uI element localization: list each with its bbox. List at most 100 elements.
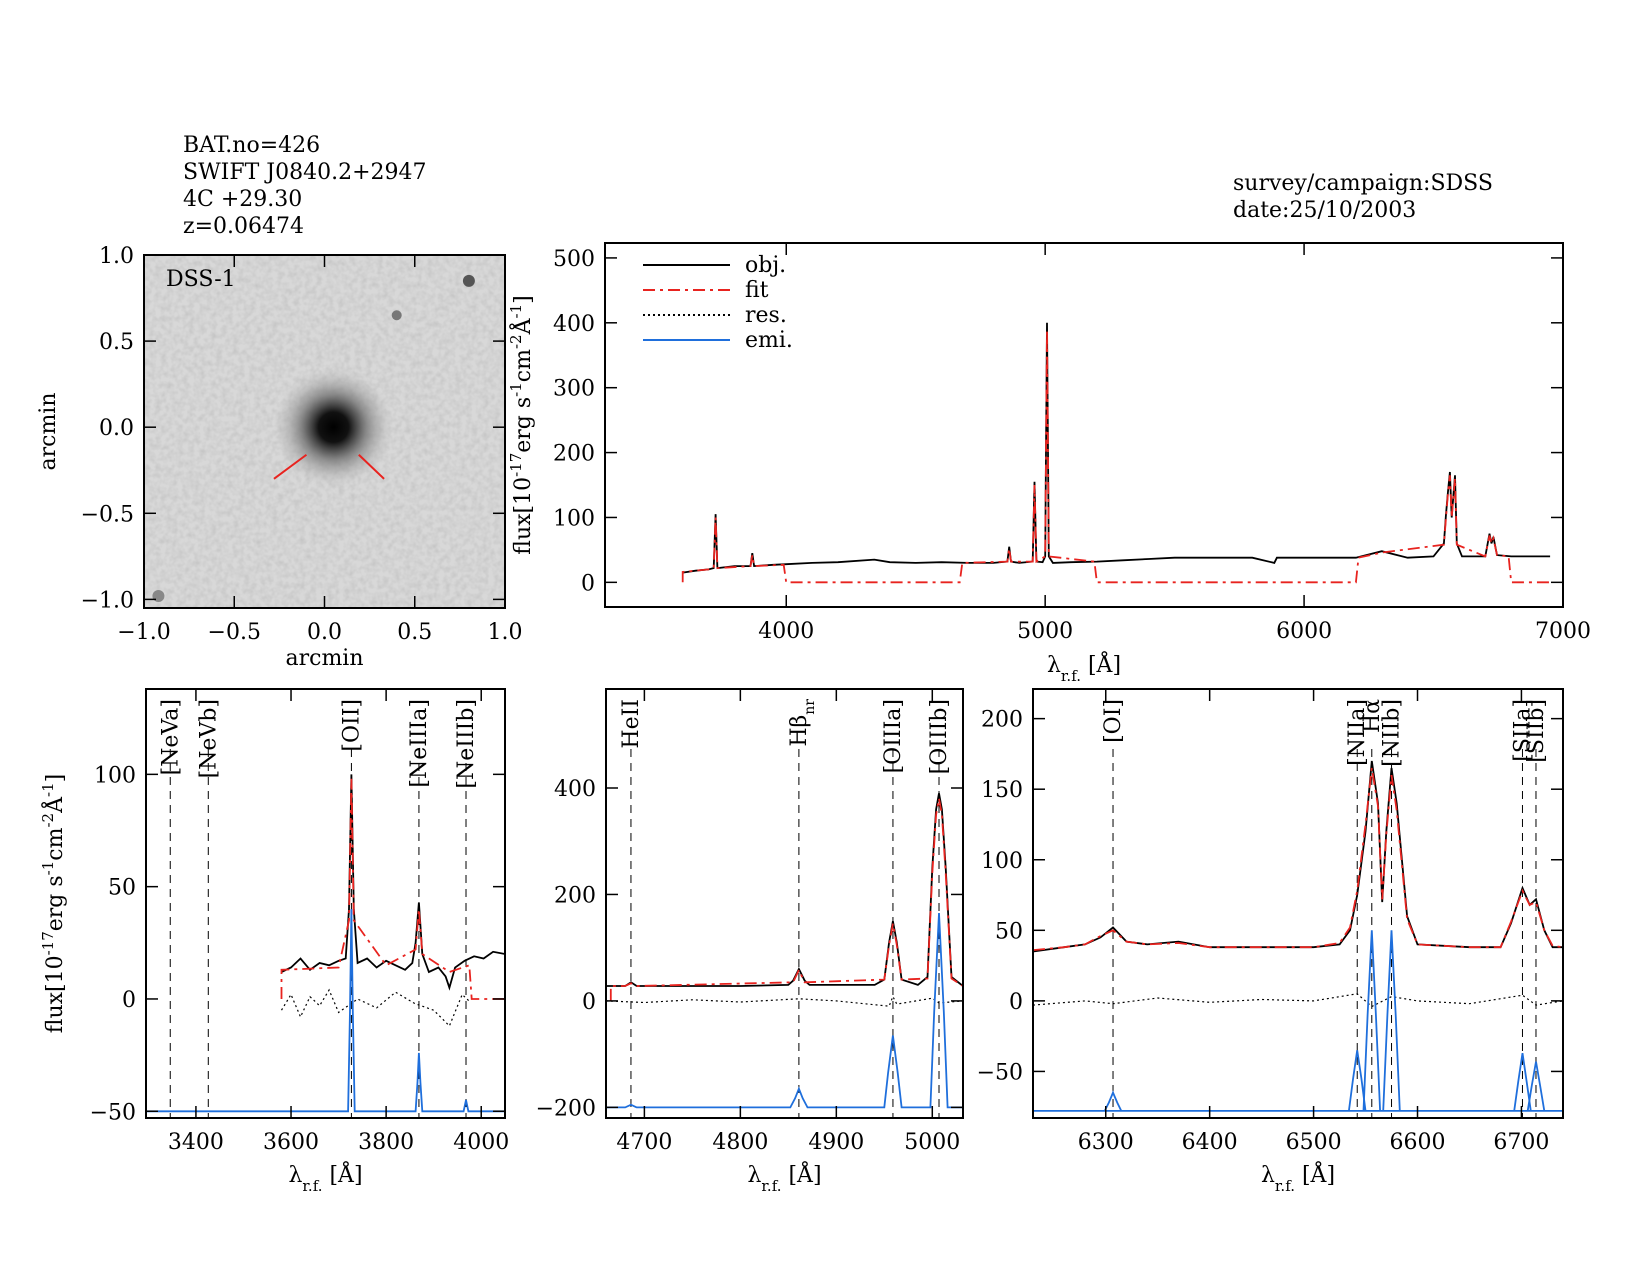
x-tick-label: 0.0	[307, 620, 342, 645]
y-tick-label: 100	[94, 763, 136, 788]
y-tick-label: 0	[581, 571, 595, 596]
line-label-text: [SIIb]	[1524, 699, 1549, 763]
x-axis-label: arcmin	[285, 646, 363, 671]
label-part: flux[10	[511, 477, 536, 555]
label-part: -2	[39, 813, 57, 828]
spectrum-line	[1382, 930, 1401, 1111]
y-tick-label: 400	[553, 312, 595, 337]
x-axis-label: λr.f. [Å]	[747, 1160, 821, 1195]
x-tick-label: 6700	[1493, 1130, 1549, 1155]
x-tick-label: 6400	[1182, 1130, 1238, 1155]
line-label: Hα	[1360, 699, 1385, 733]
line-label-text: [SIIa]	[1510, 699, 1535, 762]
line-label: [NIIb]	[1380, 699, 1405, 767]
label-part: ]	[511, 295, 536, 304]
plot-area	[1033, 749, 1563, 1118]
y-tick-label: 100	[981, 849, 1023, 874]
label-part: -1	[39, 861, 57, 876]
x-tick-label: 5000	[1017, 619, 1073, 644]
y-tick-label: −0.5	[81, 502, 134, 527]
label-part: r.f.	[302, 1177, 322, 1195]
x-tick-label: −1.0	[117, 620, 170, 645]
line-label: [OIIIb]	[927, 699, 952, 774]
y-tick-label: 1.0	[99, 244, 134, 269]
spectrum-line	[609, 798, 963, 1001]
spectrum-line	[1513, 1052, 1532, 1112]
y-tick-label: −200	[536, 1096, 596, 1121]
x-axis-label: λr.f. [Å]	[1261, 1160, 1335, 1195]
header-text: survey/campaign:SDSS	[1233, 171, 1493, 196]
x-tick-label: 1.0	[488, 620, 523, 645]
star	[462, 274, 475, 287]
y-tick-label: 0	[1009, 990, 1023, 1015]
x-tick-label: 3600	[263, 1130, 319, 1155]
line-label-text: [NIIa]	[1345, 699, 1370, 766]
y-tick-label: 50	[995, 919, 1023, 944]
y-tick-label: −50	[977, 1060, 1023, 1085]
label-part: -1	[507, 304, 525, 319]
y-axis-label: arcmin	[36, 392, 61, 470]
y-tick-label: 50	[108, 876, 136, 901]
legend-label: obj.	[745, 253, 786, 278]
line-label: [OII]	[339, 699, 364, 752]
y-tick-label: 200	[553, 442, 595, 467]
label-part: r.f.	[761, 1177, 781, 1195]
line-label-text: [OI]	[1101, 699, 1126, 743]
plot-area	[606, 749, 963, 1118]
line-label-sub: nr	[802, 699, 818, 715]
legend-label: fit	[745, 278, 769, 303]
line-label: [OI]	[1101, 699, 1126, 743]
label-part: λ	[1261, 1163, 1275, 1188]
frame	[145, 688, 506, 1119]
x-tick-label: 0.5	[397, 620, 432, 645]
x-tick-label: 4800	[712, 1130, 768, 1155]
spectrum-line	[1526, 1061, 1546, 1112]
y-tick-label: 100	[553, 506, 595, 531]
label-part: r.f.	[1275, 1177, 1295, 1195]
line-label-text: [NeIIIb]	[454, 699, 479, 789]
marker	[358, 454, 385, 480]
x-tick-label: 7000	[1535, 619, 1591, 644]
label-part: [Å]	[781, 1160, 821, 1188]
label-part: arcmin	[36, 392, 61, 470]
line-label-text: Hβ	[787, 715, 812, 747]
line-label: [OIIIa]	[881, 699, 906, 773]
y-tick-label: 0	[122, 988, 136, 1013]
spectrum-line	[681, 329, 1551, 584]
y-axis-label: flux[10-17erg s-1cm-2Å-1]	[507, 295, 536, 554]
plot-area	[681, 322, 1551, 584]
x-tick-label: 6600	[1390, 1130, 1446, 1155]
spectrum-line	[280, 988, 470, 1027]
spectrum-line	[606, 913, 963, 1109]
header-text: 4C +29.30	[183, 187, 302, 212]
legend-label: res.	[745, 303, 787, 328]
label-part: cm	[511, 349, 536, 382]
label-part: erg s	[511, 397, 536, 453]
y-axis-label: flux[10-17erg s-1cm-2Å-1]	[39, 774, 68, 1033]
y-tick-label: 500	[553, 247, 595, 272]
y-tick-label: 0.5	[99, 330, 134, 355]
x-tick-label: 5000	[904, 1130, 960, 1155]
line-label: [NeIIIa]	[407, 699, 432, 788]
line-label: [NeVa]	[158, 699, 183, 775]
label-part: λ	[747, 1163, 761, 1188]
spectrum-line	[1033, 993, 1563, 1008]
x-tick-label: 4000	[453, 1130, 509, 1155]
plot-area	[146, 749, 505, 1118]
header-text: date:25/10/2003	[1233, 198, 1416, 223]
label-part: Å	[40, 796, 68, 814]
x-tick-label: 6300	[1078, 1130, 1134, 1155]
star	[152, 589, 165, 602]
label-part: [Å]	[1081, 650, 1121, 678]
line-label-text: [OIIIb]	[927, 699, 952, 774]
label-part: Å	[508, 317, 536, 335]
header-text: z=0.06474	[183, 214, 304, 239]
x-axis-label: λr.f. [Å]	[1047, 650, 1121, 685]
line-label: [NeVb]	[196, 699, 221, 778]
label-part: -1	[39, 782, 57, 797]
x-tick-label: 3800	[358, 1130, 414, 1155]
line-label: [SIIb]	[1524, 699, 1549, 763]
frame	[1032, 688, 1564, 1119]
